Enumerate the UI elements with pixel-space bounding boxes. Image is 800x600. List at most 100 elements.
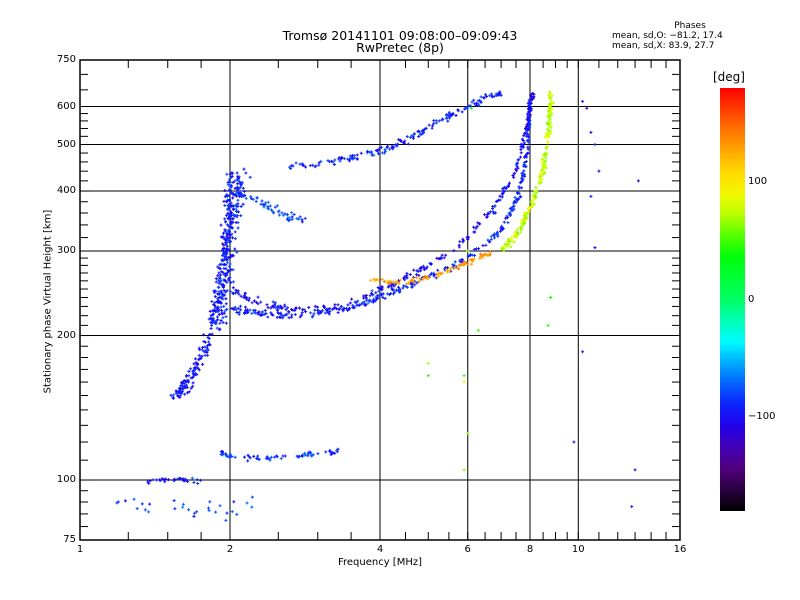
echo-point — [376, 296, 380, 300]
echo-point — [398, 289, 402, 293]
echo-point — [444, 253, 448, 257]
colorbar-tick-label: 0 — [748, 293, 755, 305]
echo-point — [203, 340, 207, 344]
echo-point — [227, 265, 231, 269]
echo-point — [504, 186, 508, 190]
echo-point — [523, 131, 527, 135]
echo-point — [181, 477, 185, 481]
echo-point — [225, 244, 229, 248]
echo-point — [540, 172, 544, 176]
echo-point — [421, 131, 425, 135]
echo-point — [266, 315, 270, 319]
echo-point — [191, 369, 195, 373]
echo-point — [432, 122, 436, 126]
echo-point — [385, 146, 389, 150]
echo-point — [235, 194, 239, 198]
echo-point — [448, 113, 452, 117]
echo-point — [446, 266, 450, 270]
stats-o-mode: mean, sd,O: −81.2, 17.4 — [612, 31, 723, 41]
echo-point — [424, 267, 428, 271]
echo-point — [481, 255, 485, 259]
echo-point — [430, 124, 434, 128]
echo-point — [465, 106, 469, 110]
echo-point — [380, 288, 384, 292]
echo-point — [519, 195, 523, 199]
echo-point — [164, 477, 168, 481]
echo-point — [478, 252, 482, 256]
echo-point — [310, 315, 314, 319]
echo-point — [216, 318, 220, 322]
echo-point — [319, 311, 323, 315]
echo-point — [230, 211, 234, 215]
echo-point — [538, 175, 542, 179]
echo-point — [442, 256, 446, 260]
echo-point — [231, 268, 235, 272]
echo-point — [519, 145, 523, 149]
echo-point — [265, 303, 269, 307]
echo-point — [251, 197, 255, 201]
grid-lines — [80, 60, 680, 540]
echo-point — [432, 271, 436, 275]
echo-point — [472, 257, 476, 261]
echo-point — [201, 362, 205, 366]
echo-point — [382, 151, 386, 155]
echo-point — [530, 199, 534, 203]
echo-point — [256, 295, 260, 299]
echo-point — [272, 305, 276, 309]
echo-point — [410, 285, 414, 289]
echo-point — [230, 204, 234, 208]
echo-point — [386, 281, 390, 285]
echo-point — [483, 213, 487, 217]
echo-point — [548, 124, 552, 128]
echo-point — [528, 123, 532, 127]
echo-point — [341, 309, 345, 313]
echo-point — [499, 94, 503, 98]
echo-point — [519, 151, 523, 155]
echo-point — [502, 190, 506, 194]
echo-point — [221, 316, 225, 320]
echo-point — [243, 295, 247, 299]
echo-point — [393, 290, 397, 294]
echo-point — [241, 186, 245, 190]
echo-point — [381, 292, 385, 296]
echo-point — [218, 300, 222, 304]
echo-point — [521, 177, 525, 181]
echo-point — [527, 140, 531, 144]
echo-point — [494, 232, 498, 236]
echo-point — [239, 182, 243, 186]
echo-point — [331, 307, 335, 311]
chart-title: Tromsø 20141101 09:08:00–09:09:43 — [282, 28, 518, 43]
echo-point — [541, 158, 545, 162]
echo-point — [437, 119, 441, 123]
echo-point — [222, 272, 226, 276]
echo-point — [317, 163, 321, 167]
phase-colorbar — [720, 88, 745, 511]
echo-point — [210, 324, 214, 328]
echo-point — [385, 292, 389, 296]
echo-point — [269, 455, 273, 459]
echo-point — [210, 299, 214, 303]
echo-point — [368, 294, 372, 298]
echo-point — [208, 343, 212, 347]
echo-point — [514, 232, 518, 236]
echo-point — [247, 296, 251, 300]
echo-point — [519, 148, 523, 152]
echo-point — [313, 304, 317, 308]
echo-point — [173, 507, 177, 511]
echo-point — [585, 106, 589, 110]
echo-point — [214, 277, 218, 281]
echo-point — [502, 220, 506, 224]
echo-point — [250, 311, 254, 315]
echo-point — [167, 478, 171, 482]
echo-point — [279, 311, 283, 315]
echo-point — [476, 328, 480, 332]
colorbar-unit-label: [deg] — [713, 70, 745, 84]
echo-point — [221, 320, 225, 324]
echo-point — [214, 510, 218, 514]
echo-point — [394, 288, 398, 292]
echo-point — [248, 175, 252, 179]
echo-point — [491, 210, 495, 214]
echo-point — [224, 297, 228, 301]
echo-point — [485, 253, 489, 257]
echo-point — [549, 98, 553, 102]
